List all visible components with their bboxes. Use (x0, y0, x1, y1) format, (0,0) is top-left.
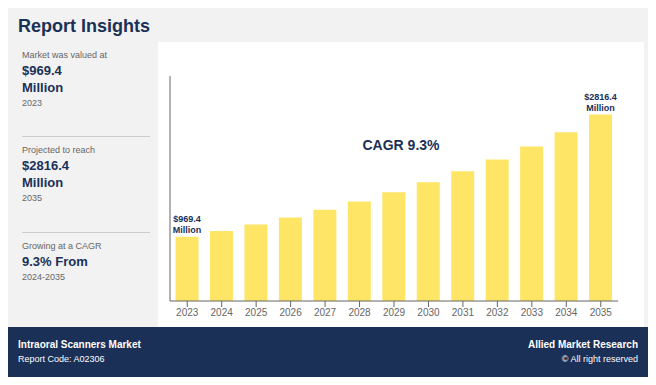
html-text:Growing at a CAGR: Growing at a CAGR (22, 240, 102, 251)
html-text:© All right reserved: © All right reserved (561, 354, 638, 364)
svg-text:2034: 2034 (555, 307, 578, 318)
svg-text:2023: 2023 (176, 307, 199, 318)
html-text:$969.4: $969.4 (22, 63, 62, 78)
html-text:$2816.4: $2816.4 (22, 158, 69, 174)
html-text:9.3% From: 9.3% From (22, 253, 88, 269)
svg-text:2030: 2030 (417, 307, 440, 318)
svg-text:$2816.4Million: $2816.4Million (584, 92, 617, 113)
html-text:Market was valued at: Market was valued at (22, 50, 107, 60)
html-text:Intraoral Scanners Market: Intraoral Scanners Market (18, 339, 141, 350)
html-text:Allied Market Research: Allied Market Research (527, 339, 638, 350)
html-text:2024-2035: 2024-2035 (22, 271, 65, 282)
html-text:Million: Million (22, 175, 64, 191)
html-text:Projected to reach: Projected to reach (22, 145, 95, 156)
html-text:2023: 2023 (22, 98, 42, 108)
svg-text:$969.4Million: $969.4Million (173, 214, 202, 235)
html-text:CAGR 9.3%: CAGR 9.3% (362, 137, 440, 153)
html-text:2035: 2035 (22, 193, 42, 204)
html-text:Million: Million (22, 80, 64, 95)
html-text:Report Code: A02306: Report Code: A02306 (18, 354, 105, 364)
svg-text:2035: 2035 (590, 307, 613, 318)
svg-text:2029: 2029 (383, 307, 406, 318)
svg-text:2033: 2033 (521, 307, 544, 318)
svg-text:2027: 2027 (314, 307, 337, 318)
svg-text:2028: 2028 (348, 307, 371, 318)
svg-text:2026: 2026 (279, 307, 302, 318)
svg-text:2031: 2031 (452, 307, 475, 318)
html-text:Report Insights: Report Insights (18, 16, 150, 36)
svg-text:2024: 2024 (211, 307, 234, 318)
svg-text:2025: 2025 (245, 307, 268, 318)
svg-text:2032: 2032 (486, 307, 509, 318)
